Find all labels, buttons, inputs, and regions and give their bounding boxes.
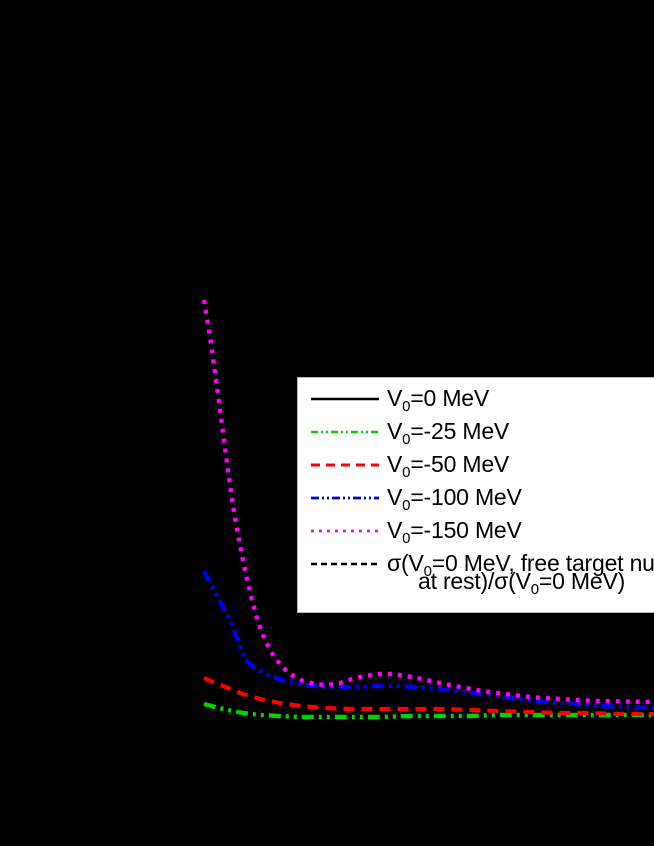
- legend-item-sigma-ratio[interactable]: σ(V0=0 MeV, free target nuclei: [298, 547, 654, 580]
- legend-label-sigma-ratio-continuation: at rest)/σ(V0=0 MeV): [298, 564, 654, 598]
- legend-label-sigma-ratio: σ(V0=0 MeV, free target nuclei: [387, 550, 654, 580]
- series-line-5: [201, 299, 654, 705]
- legend-sample-dotted-magenta: [309, 524, 381, 538]
- legend-sample-dashed-black: [309, 557, 381, 571]
- legend-sample-dashdotdot-blue: [309, 491, 381, 505]
- series-line-3: [203, 676, 654, 717]
- legend: V0=0 MeV V0=-25 MeV V0=-50 MeV: [297, 377, 654, 613]
- series-line-4: [202, 569, 654, 711]
- legend-label-v0-m100: V0=-100 MeV: [387, 484, 522, 514]
- legend-sample-dashed-red: [309, 458, 381, 472]
- legend-item-v0-m100[interactable]: V0=-100 MeV: [298, 481, 654, 514]
- legend-item-v0-m50[interactable]: V0=-50 MeV: [298, 448, 654, 481]
- legend-label-v0-0: V0=0 MeV: [387, 385, 490, 415]
- legend-label-v0-m150: V0=-150 MeV: [387, 517, 522, 547]
- legend-sample-dashdotdot-green: [309, 425, 381, 439]
- legend-item-v0-m150[interactable]: V0=-150 MeV: [298, 514, 654, 547]
- legend-item-v0-0[interactable]: V0=0 MeV: [298, 382, 654, 415]
- legend-continuation-text: at rest)/σ(V0=0 MeV): [418, 567, 626, 598]
- legend-item-v0-m25[interactable]: V0=-25 MeV: [298, 415, 654, 448]
- legend-label-v0-m50: V0=-50 MeV: [387, 451, 510, 481]
- legend-label-v0-m25: V0=-25 MeV: [387, 418, 510, 448]
- legend-sample-solid-black: [309, 392, 381, 406]
